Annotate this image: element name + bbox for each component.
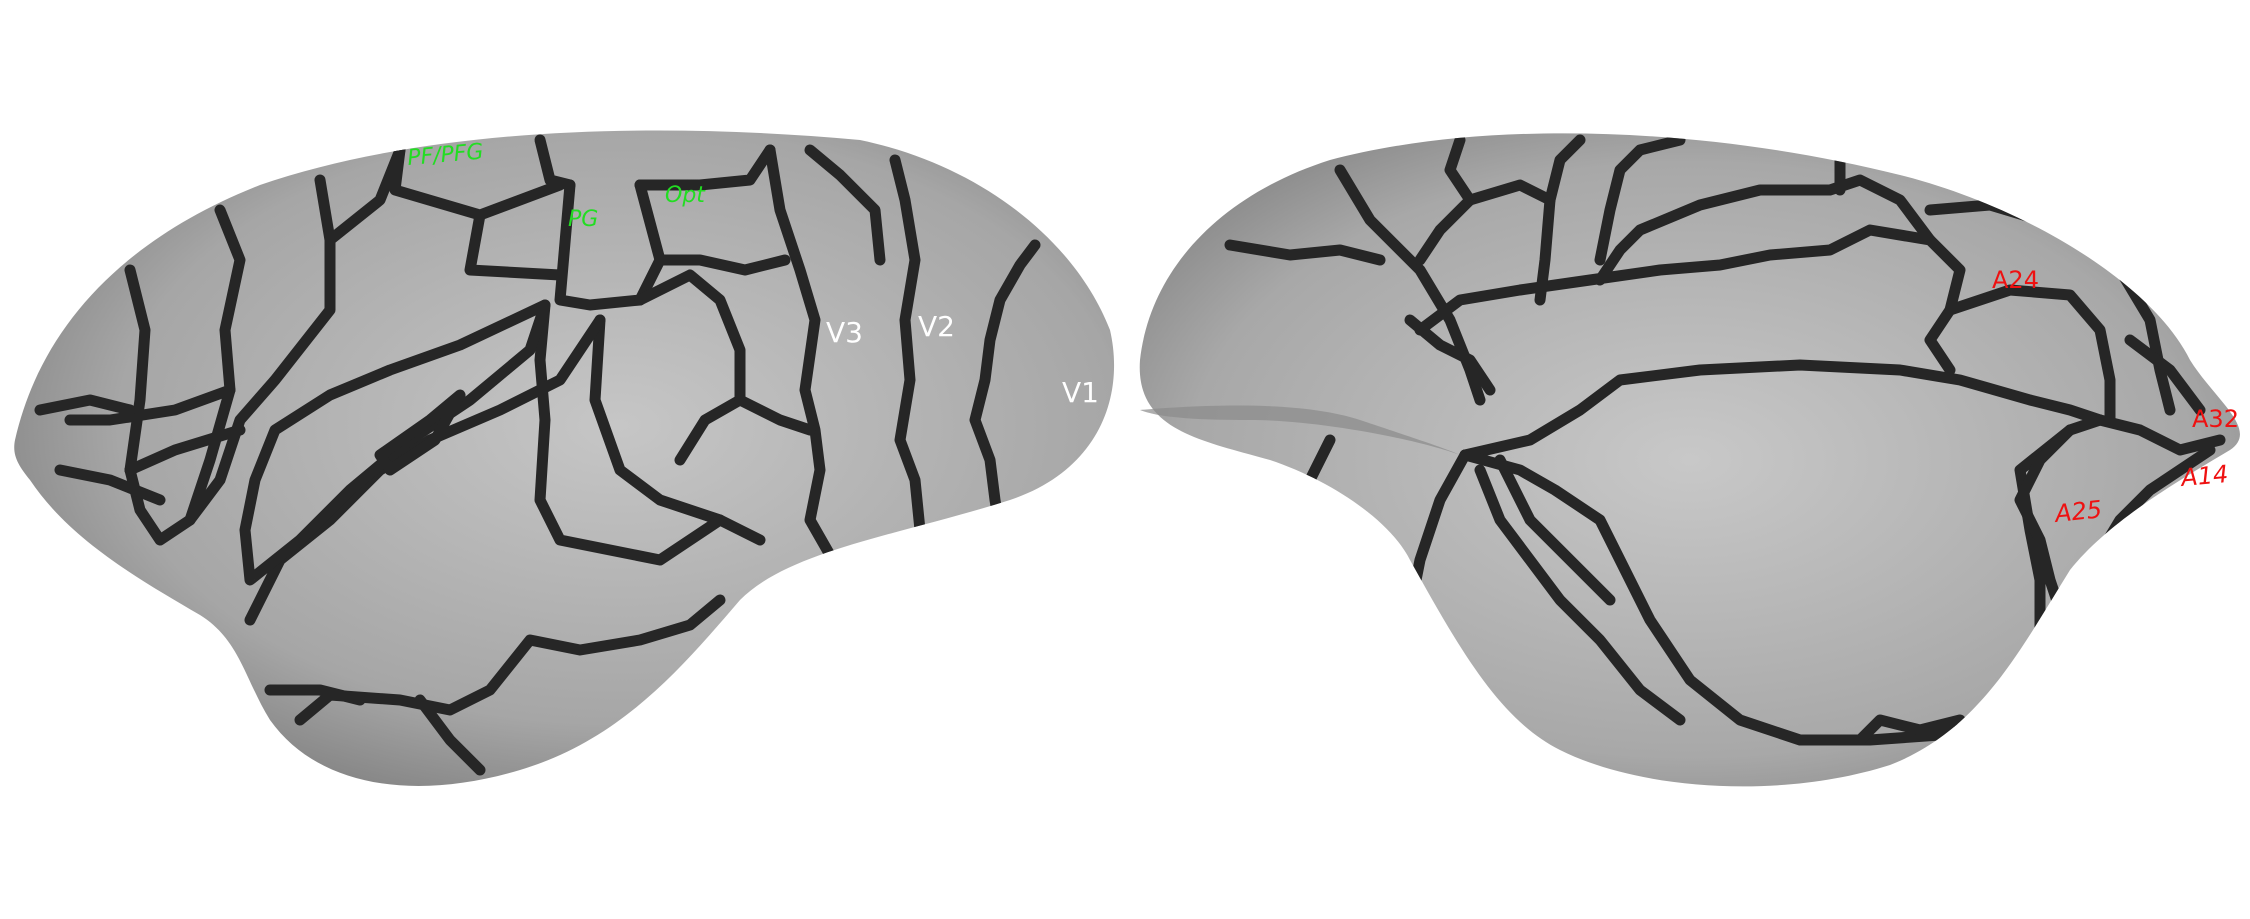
label-pg: PG [568, 207, 598, 232]
lateral-area-borders [34, 134, 1041, 776]
lateral-surface [14, 130, 1115, 786]
medial-wall-shading [1140, 405, 1460, 455]
medial-surface [1139, 133, 2240, 787]
label-a14: A14 [2178, 460, 2229, 492]
label-v1: V1 [1062, 376, 1099, 409]
label-a25: A25 [2052, 495, 2104, 528]
label-a32: A32 [2192, 405, 2239, 433]
lateral-hemisphere: PF/PFG PG Opt V3 V2 V1 [14, 130, 1115, 786]
label-a24: A24 [1992, 266, 2039, 294]
label-opt: Opt [665, 183, 706, 208]
medial-hemisphere: A24 A32 A14 A25 [1139, 133, 2240, 787]
label-v2: V2 [918, 310, 955, 343]
label-v3: V3 [826, 316, 863, 349]
